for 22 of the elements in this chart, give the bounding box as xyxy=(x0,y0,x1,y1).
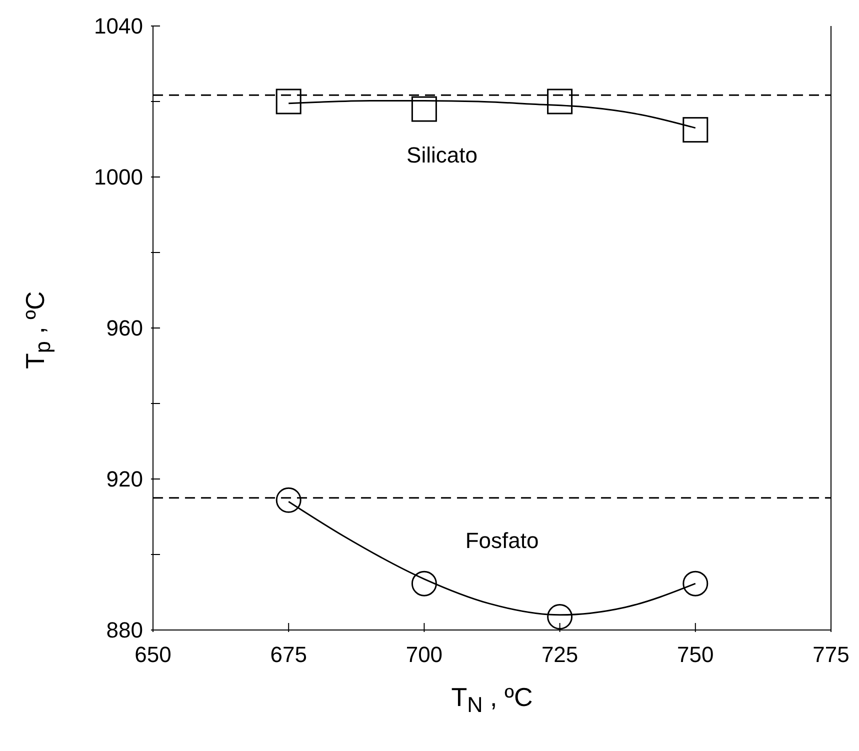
x-tick-label: 650 xyxy=(134,642,172,667)
y-tick-label: 880 xyxy=(106,618,143,643)
point xyxy=(411,570,437,596)
point xyxy=(547,604,573,630)
y-tick-label: 920 xyxy=(106,466,143,492)
y-tick-label: 1040 xyxy=(94,14,143,39)
point xyxy=(682,117,708,143)
point xyxy=(276,487,302,513)
x-tick-label: 700 xyxy=(406,642,443,667)
series-label: Fosfato xyxy=(465,528,539,553)
x-tick-label: 775 xyxy=(812,642,850,667)
y-tick-label: 960 xyxy=(106,316,143,341)
x-tick-label: 750 xyxy=(677,642,714,667)
x-axis-title: T$_{N}$ , ºC xyxy=(450,682,534,718)
point xyxy=(411,96,437,122)
point xyxy=(682,570,708,596)
point xyxy=(276,88,302,114)
x-tick-label: 675 xyxy=(270,642,307,667)
series-label: Silicato xyxy=(406,142,478,168)
y-tick-label: 1000 xyxy=(94,164,143,190)
point xyxy=(547,88,573,114)
x-tick-label: 725 xyxy=(541,642,578,667)
